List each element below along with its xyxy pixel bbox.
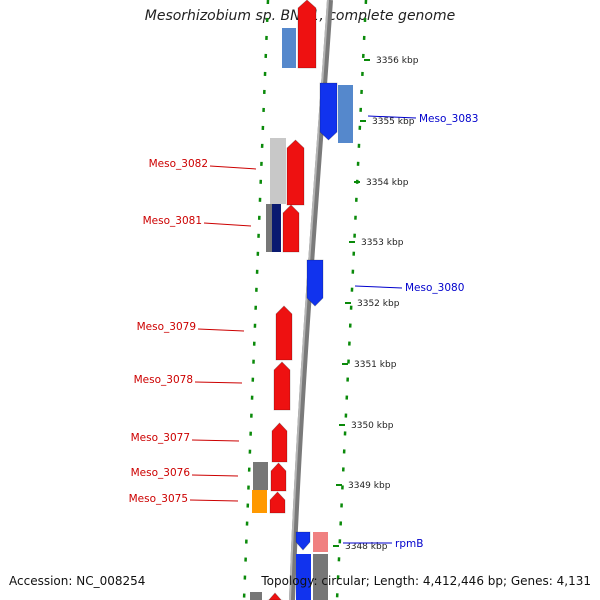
gene-block-bottom-left-grey [250, 592, 262, 600]
label-leader-line [194, 381, 243, 384]
genome-summary-text: Topology: circular; Length: 4,412,446 bp… [261, 574, 591, 588]
gene-arrow-meso-3081 [282, 204, 300, 253]
gene-arrow-meso-3082 [286, 139, 305, 206]
gene-features [250, 0, 353, 600]
gene-label: Meso_3080 [405, 282, 464, 294]
gene-label: Meso_3075 [129, 493, 188, 505]
gene-label: Meso_3078 [134, 374, 193, 386]
gene-block-bottom-blue [296, 554, 311, 600]
gene-arrow-meso-3077 [271, 422, 288, 463]
gene-arrow-meso-3079 [275, 305, 293, 361]
label-leader-line [189, 499, 239, 502]
gene-block-meso-3076-grey [253, 462, 268, 490]
gene-arrow-rpmb [295, 531, 311, 551]
gene-block-rpmb-pink [313, 532, 328, 552]
label-leader-line [209, 165, 257, 170]
gene-label: rpmB [395, 538, 423, 550]
tick-label: 3349 kbp [348, 481, 391, 491]
gene-block-meso-3081-navy [272, 204, 281, 252]
gene-arrow-bottom-red [267, 592, 283, 600]
accession-text: Accession: NC_008254 [9, 574, 146, 588]
label-leader-line [203, 222, 252, 227]
label-leader-line [197, 328, 245, 332]
gene-labels: Meso_3083 Meso_3082 Meso_3081 Meso_3080 Meso… [129, 113, 479, 550]
tick-label: 3352 kbp [357, 299, 400, 309]
tick-label: 3356 kbp [376, 56, 419, 66]
gene-block-meso-3083-b [338, 85, 353, 143]
label-leader-line [191, 439, 240, 442]
gene-label: Meso_3076 [131, 467, 191, 479]
gene-arrow-meso-3083-a [319, 82, 338, 141]
gene-label: Meso_3083 [419, 113, 478, 125]
gene-block-meso-3081-grey [266, 204, 272, 252]
gene-label: Meso_3079 [137, 321, 196, 333]
tick-label: 3350 kbp [351, 421, 394, 431]
gene-arrow-meso-3076 [270, 462, 287, 492]
tick-label: 3348 kbp [345, 542, 388, 552]
gene-arrow-top-red [297, 0, 317, 69]
gene-block-top-blue [282, 28, 296, 68]
gene-arrow-meso-3075 [269, 491, 286, 514]
gene-block-bottom-grey [313, 554, 328, 600]
tick-label: 3355 kbp [372, 117, 415, 127]
gene-block-meso-3075-orange [252, 490, 267, 513]
gene-label: Meso_3077 [131, 432, 190, 444]
gene-label: Meso_3081 [143, 215, 202, 227]
tick-label: 3353 kbp [361, 238, 404, 248]
gene-arrow-meso-3078 [273, 361, 291, 411]
label-leader-line [354, 285, 403, 289]
gene-label: Meso_3082 [149, 158, 208, 170]
tick-label: 3354 kbp [366, 178, 409, 188]
label-leader-line [367, 115, 417, 119]
gene-arrow-meso-3080 [306, 259, 324, 307]
label-leader-line [191, 474, 239, 477]
tick-label: 3351 kbp [354, 360, 397, 370]
position-ticks: 3356 kbp 3355 kbp 3354 kbp 3353 kbp 3352 kbp… [333, 56, 419, 552]
gene-block-meso-3082-grey [270, 138, 286, 204]
